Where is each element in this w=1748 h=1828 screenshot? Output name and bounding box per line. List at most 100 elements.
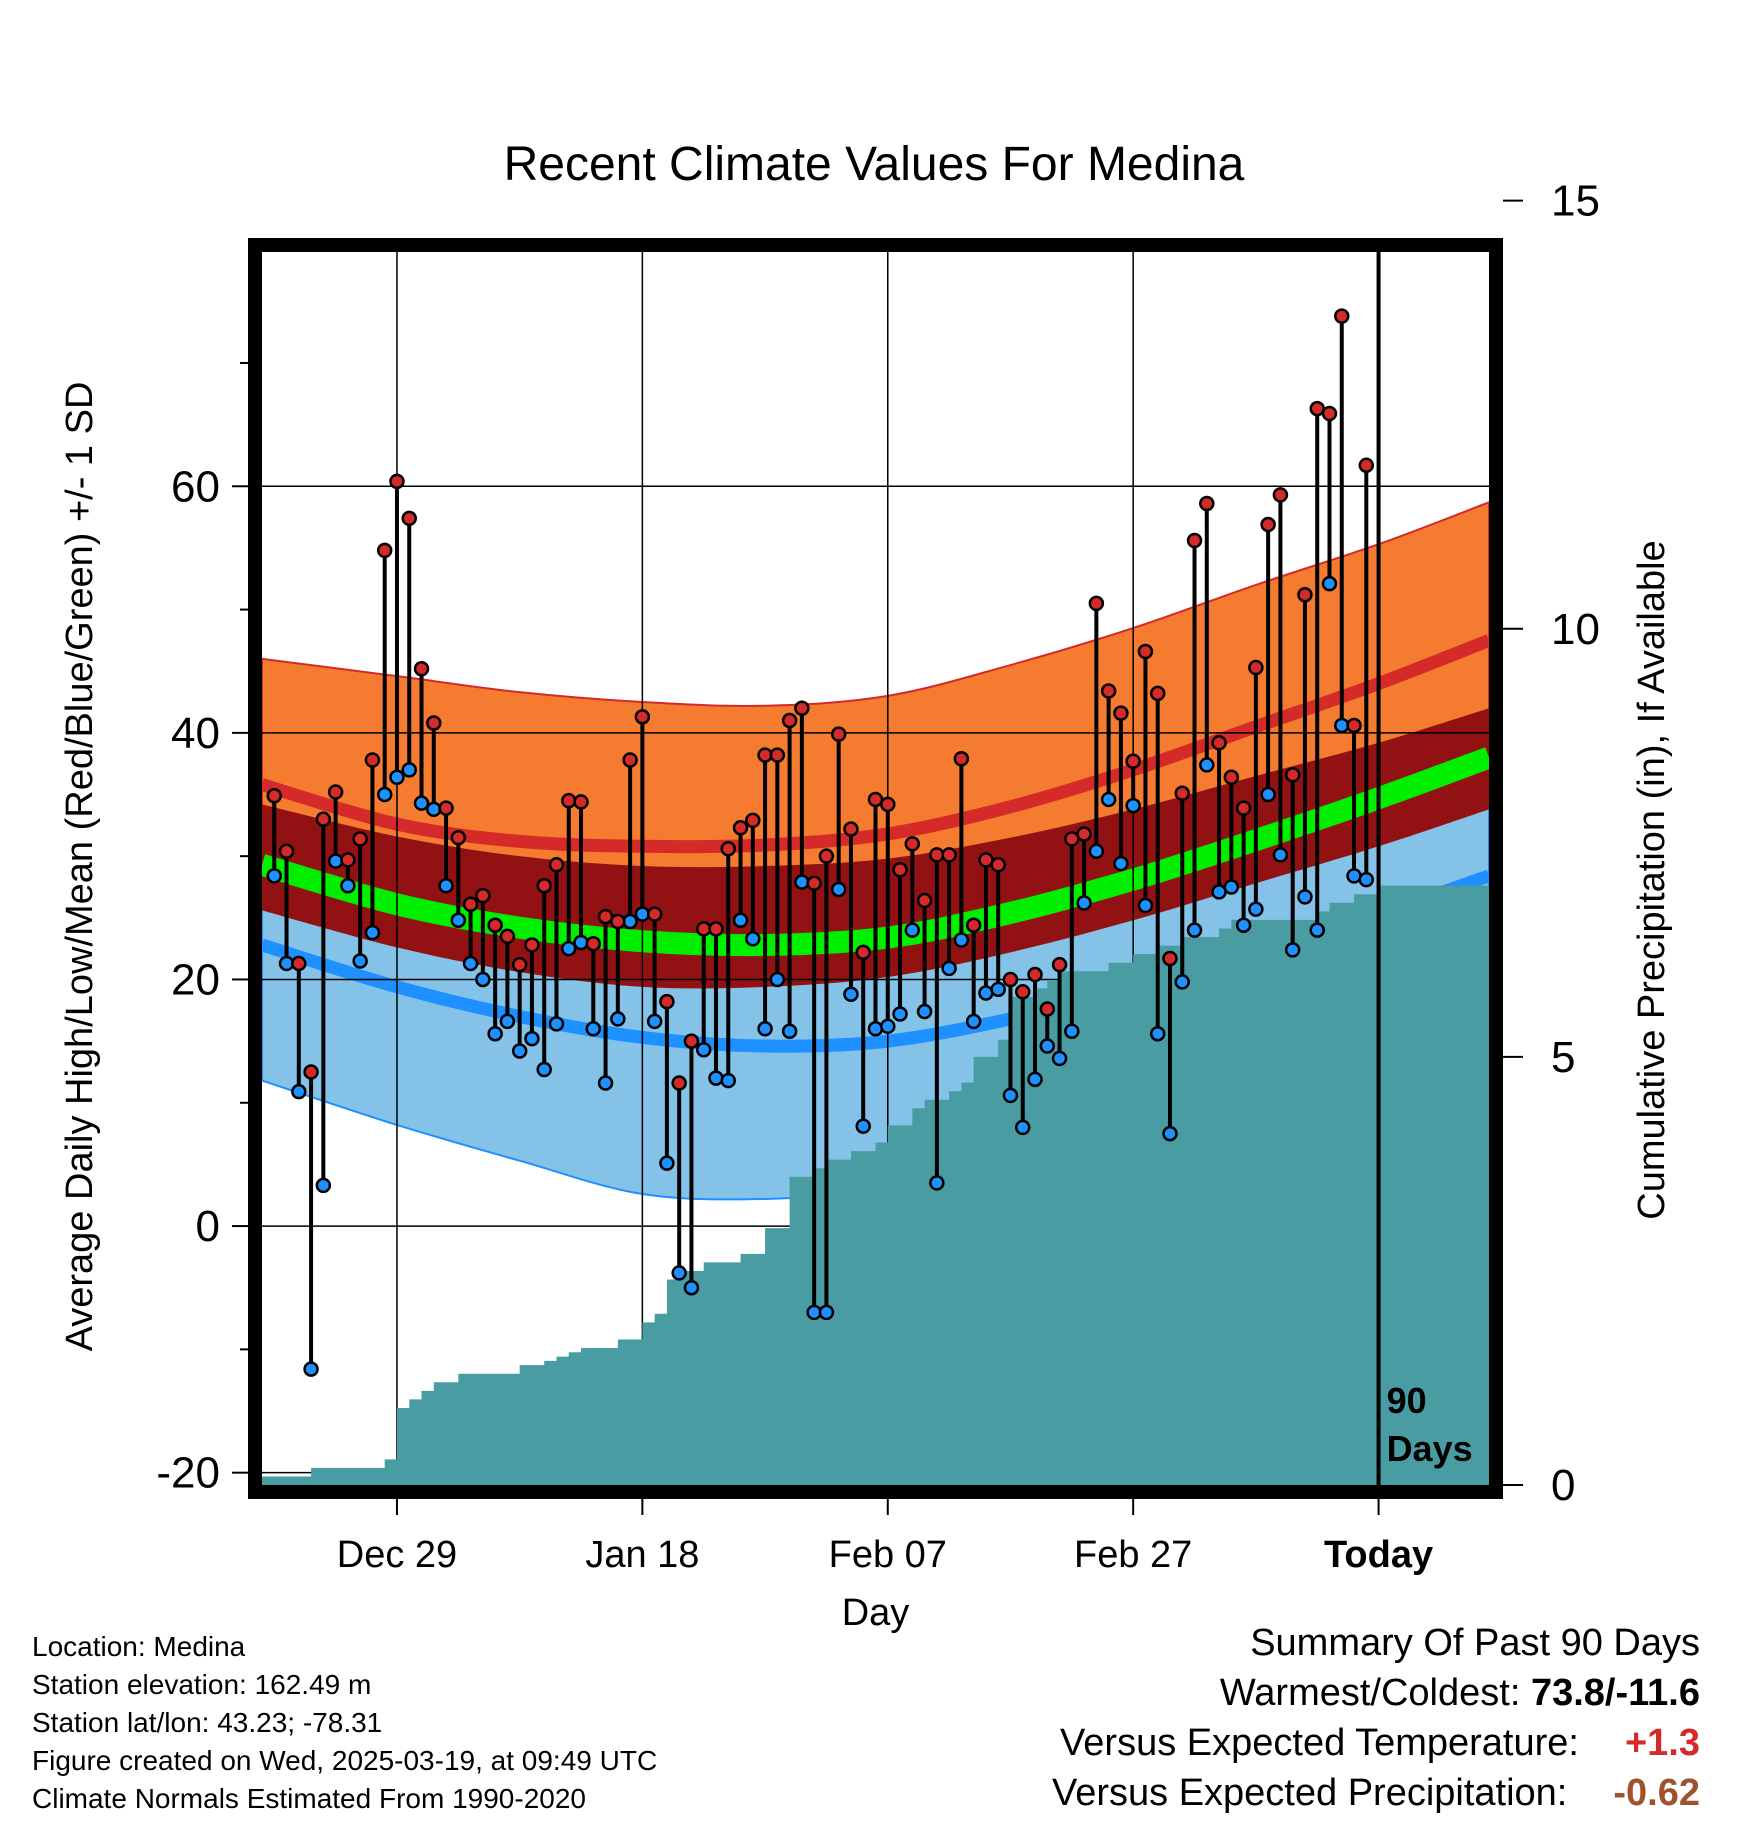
high-point — [1149, 685, 1166, 702]
high-point — [1137, 643, 1154, 660]
high-point — [1358, 457, 1375, 474]
high-point — [536, 878, 552, 894]
low-point — [990, 981, 1006, 998]
warmest-coldest-value: 73.8/-11.6 — [1530, 1672, 1700, 1714]
low-point — [1162, 1125, 1178, 1142]
high-point — [1248, 659, 1264, 676]
high-point — [659, 993, 675, 1010]
low-point — [843, 986, 859, 1003]
low-point — [291, 1083, 307, 1100]
y2-tick-label: 15 — [1551, 177, 1600, 226]
low-point — [1051, 1050, 1068, 1067]
x-tick-label: Feb 07 — [829, 1534, 947, 1576]
low-point — [1346, 868, 1362, 884]
low-point — [364, 924, 381, 941]
low-point — [1027, 1071, 1043, 1088]
precip-label: Versus Expected Precipitation: — [1051, 1772, 1568, 1814]
low-point — [1309, 922, 1325, 938]
high-point — [622, 752, 638, 768]
high-point — [671, 1075, 687, 1091]
low-point — [376, 786, 393, 803]
low-point — [1113, 855, 1129, 872]
x-tick-label: Dec 29 — [337, 1534, 457, 1576]
low-point — [536, 1061, 552, 1078]
summary-warmest-coldest: Warmest/Coldest: 73.8/-11.6 — [1220, 1672, 1700, 1715]
high-point — [266, 788, 283, 804]
low-point — [340, 878, 356, 894]
y2-axis-label: Cumulative Precipitation (in), If Availa… — [1631, 540, 1673, 1219]
today-days-label: 90 — [1387, 1380, 1427, 1421]
low-point — [511, 1043, 528, 1059]
high-point — [438, 800, 454, 816]
high-point — [426, 715, 442, 731]
low-point — [708, 1070, 724, 1086]
low-point — [757, 1021, 773, 1037]
low-point — [327, 853, 344, 869]
y2-tick-label: 0 — [1551, 1461, 1575, 1510]
y-tick-label: 40 — [171, 709, 220, 758]
low-point — [1002, 1087, 1019, 1104]
low-point — [830, 881, 847, 898]
low-point — [524, 1030, 540, 1047]
info-normals: Climate Normals Estimated From 1990-2020 — [32, 1783, 586, 1814]
low-point — [438, 878, 454, 894]
high-point — [352, 831, 368, 847]
high-point — [389, 473, 405, 490]
high-point — [1002, 971, 1019, 988]
low-point — [1199, 757, 1215, 773]
temp-label: Versus Expected Temperature: — [1060, 1722, 1579, 1764]
high-point — [376, 542, 393, 559]
high-point — [720, 841, 737, 857]
low-point — [769, 971, 786, 988]
low-point — [646, 1013, 663, 1030]
low-point — [683, 1279, 700, 1296]
low-point — [426, 801, 442, 818]
high-point — [475, 887, 491, 904]
high-point — [315, 811, 332, 827]
low-point — [1174, 974, 1190, 990]
high-point — [303, 1064, 319, 1080]
high-point — [732, 820, 749, 836]
high-point — [1100, 683, 1117, 699]
high-point — [610, 913, 626, 930]
high-point — [892, 861, 908, 878]
plot-frame — [248, 238, 1503, 1499]
low-point — [561, 940, 577, 957]
high-point — [990, 857, 1006, 873]
high-point — [1076, 826, 1092, 842]
low-point — [941, 960, 957, 977]
high-point — [1162, 950, 1178, 967]
high-point — [1014, 984, 1031, 1000]
low-point — [1235, 917, 1252, 933]
high-point — [499, 928, 516, 945]
y-tick-label: 20 — [171, 955, 220, 1004]
station-info: Location: Medina Station elevation: 162.… — [32, 1628, 657, 1818]
low-point — [1137, 897, 1154, 914]
low-point — [794, 874, 810, 890]
low-point — [880, 1018, 896, 1035]
low-point — [303, 1361, 319, 1377]
high-point — [941, 847, 957, 863]
high-point — [683, 1033, 700, 1049]
high-point — [1186, 532, 1203, 549]
low-point — [904, 922, 921, 938]
low-point — [855, 1118, 871, 1134]
high-point — [1272, 487, 1289, 503]
low-point — [1186, 922, 1203, 938]
high-point — [818, 848, 835, 864]
high-point — [843, 821, 859, 837]
plot-area: 90 Days — [262, 252, 1489, 1485]
high-point — [1235, 800, 1252, 816]
low-point — [610, 1011, 626, 1027]
high-point — [1321, 405, 1338, 422]
high-point — [327, 784, 344, 800]
low-point — [929, 1175, 945, 1191]
high-point — [806, 875, 822, 892]
low-point — [315, 1177, 332, 1194]
high-point — [1088, 595, 1105, 612]
high-point — [1113, 705, 1129, 721]
low-point — [548, 1016, 565, 1032]
high-point — [1284, 767, 1301, 783]
low-point — [867, 1021, 884, 1037]
y-tick-label: 0 — [196, 1202, 220, 1251]
